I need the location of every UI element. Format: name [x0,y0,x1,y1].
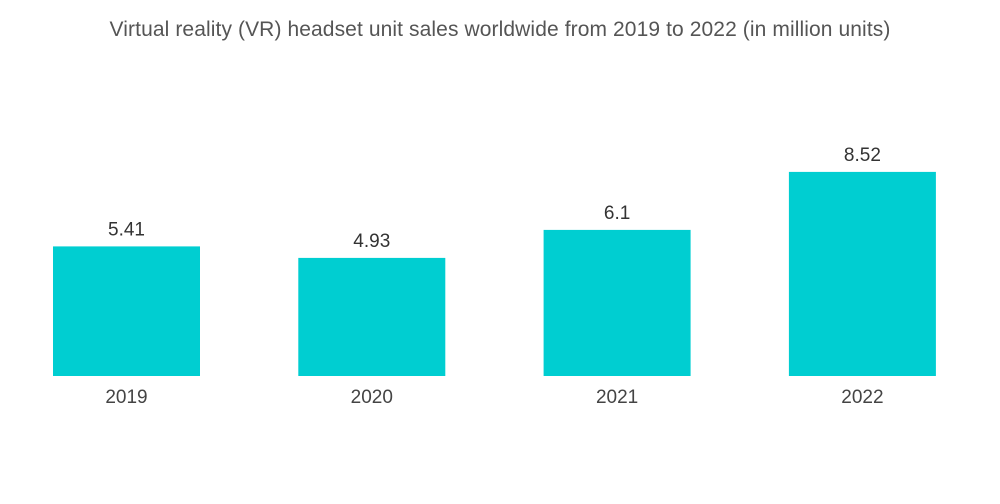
bar-2020 [298,257,446,376]
value-label-2022: 8.52 [844,145,881,166]
x-tick-label-2019: 2019 [105,387,147,408]
x-tick-label-2021: 2021 [596,387,638,408]
value-label-2019: 5.41 [108,219,145,240]
value-label-2021: 6.1 [604,203,630,224]
bar-2021 [543,229,691,376]
value-label-2020: 4.93 [353,231,390,252]
x-tick-label-2020: 2020 [351,387,393,408]
x-tick-labels-group: 2019 2020 2021 2022 [105,387,883,408]
value-labels-group: 5.41 4.93 6.1 8.52 [108,145,881,252]
bars-group [53,171,936,376]
bar-2019 [53,246,200,376]
bar-2022 [788,171,936,376]
x-tick-label-2022: 2022 [841,387,883,408]
chart-title: Virtual reality (VR) headset unit sales … [109,18,891,41]
